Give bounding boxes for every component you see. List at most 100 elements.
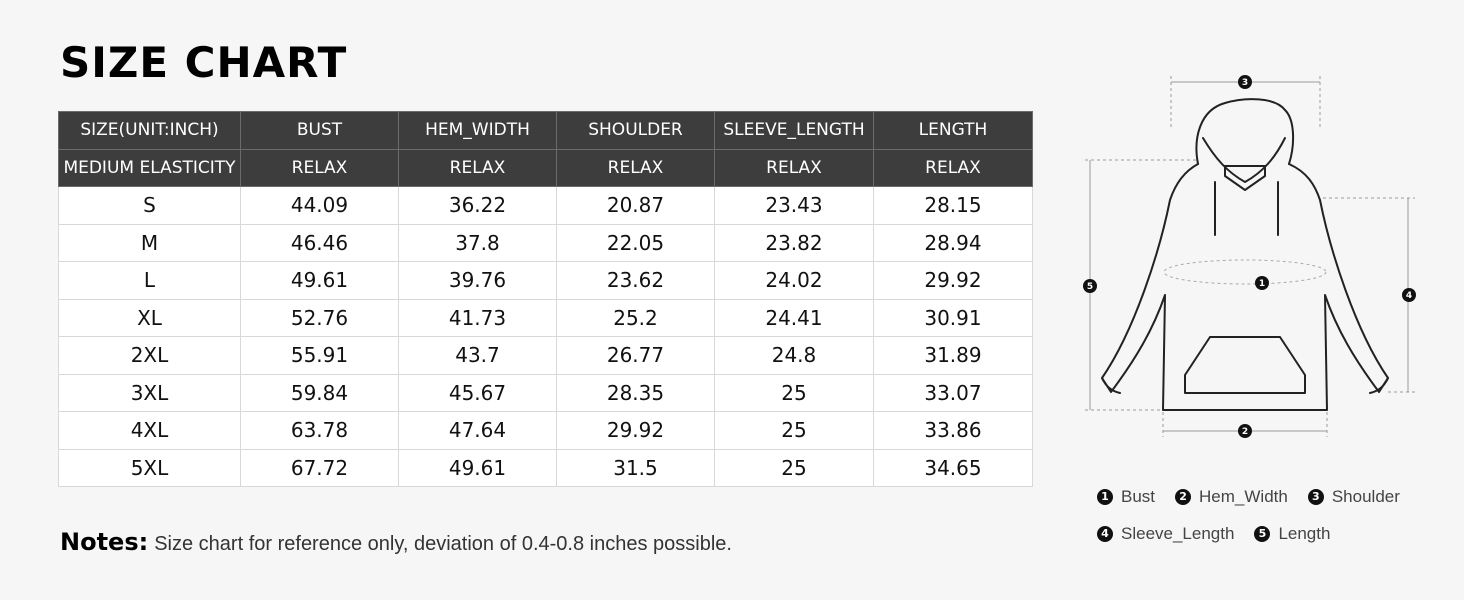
- measurement-cell: 26.77: [556, 336, 715, 375]
- measurement-cell: 39.76: [398, 261, 557, 300]
- size-label-cell: S: [58, 186, 241, 225]
- size-label-cell: M: [58, 223, 241, 262]
- size-chart-table: SIZE(UNIT:INCH) BUST HEM_WIDTH SHOULDER …: [58, 111, 1033, 487]
- marker-length: 5: [1083, 279, 1097, 293]
- marker-sleeve: 4: [1402, 288, 1416, 302]
- header-cell: SHOULDER: [556, 111, 715, 150]
- legend-item: 2 Hem_Width: [1175, 487, 1288, 507]
- measurement-cell: 25: [714, 411, 874, 450]
- notes-text: Size chart for reference only, deviation…: [154, 533, 732, 555]
- measurement-cell: 23.43: [714, 186, 874, 225]
- table-row: 5XL 67.72 49.61 31.5 25 34.65: [58, 448, 1033, 487]
- header-cell: RELAX: [398, 148, 557, 187]
- table-row: 3XL 59.84 45.67 28.35 25 33.07: [58, 373, 1033, 412]
- marker-hem: 2: [1238, 424, 1252, 438]
- header-cell: BUST: [240, 111, 399, 150]
- measurement-cell: 59.84: [240, 373, 399, 412]
- legend-number-badge: 5: [1254, 525, 1271, 542]
- legend-row: 1 Bust 2 Hem_Width 3 Shoulder: [1097, 478, 1437, 515]
- legend-number-badge: 2: [1175, 488, 1192, 505]
- measurement-cell: 49.61: [398, 448, 557, 487]
- measurement-cell: 23.82: [714, 223, 874, 262]
- measurement-cell: 25: [714, 448, 874, 487]
- measurement-cell: 47.64: [398, 411, 557, 450]
- page-title: SIZE CHART: [60, 38, 348, 87]
- legend-label: Length: [1278, 523, 1331, 543]
- svg-text:2: 2: [1242, 427, 1248, 437]
- measurement-cell: 29.92: [873, 261, 1033, 300]
- left-cuff: [1101, 377, 1121, 394]
- diagram-legend: 1 Bust 2 Hem_Width 3 Shoulder 4 Sleeve_Length 5 L…: [1097, 478, 1437, 552]
- measurement-cell: 31.5: [556, 448, 715, 487]
- measurement-cell: 67.72: [240, 448, 399, 487]
- svg-text:1: 1: [1259, 279, 1265, 289]
- measurement-cell: 34.65: [873, 448, 1033, 487]
- measurement-cell: 52.76: [240, 298, 399, 337]
- legend-label: Sleeve_Length: [1121, 523, 1235, 543]
- table-row: M 46.46 37.8 22.05 23.82 28.94: [58, 223, 1033, 262]
- table-row: L 49.61 39.76 23.62 24.02 29.92: [58, 261, 1033, 300]
- size-label-cell: XL: [58, 298, 241, 337]
- measurement-cell: 30.91: [873, 298, 1033, 337]
- measurement-cell: 20.87: [556, 186, 715, 225]
- measurement-cell: 25: [714, 373, 874, 412]
- measurement-cell: 41.73: [398, 298, 557, 337]
- measurement-cell: 33.07: [873, 373, 1033, 412]
- header-cell: RELAX: [714, 148, 874, 187]
- measurement-cell: 46.46: [240, 223, 399, 262]
- header-row-measurements: SIZE(UNIT:INCH) BUST HEM_WIDTH SHOULDER …: [58, 111, 1033, 150]
- measurement-cell: 22.05: [556, 223, 715, 262]
- hood-inner: [1202, 137, 1286, 183]
- measurement-cell: 43.7: [398, 336, 557, 375]
- body-outline: [1101, 163, 1389, 411]
- hood-outline: [1195, 98, 1295, 165]
- size-label-cell: 2XL: [58, 336, 241, 375]
- size-label-cell: 5XL: [58, 448, 241, 487]
- measurement-cell: 28.35: [556, 373, 715, 412]
- legend-label: Shoulder: [1331, 486, 1400, 506]
- notes-label: Notes:: [60, 528, 149, 556]
- header-cell: RELAX: [240, 148, 399, 187]
- header-cell: SIZE(UNIT:INCH): [58, 111, 241, 150]
- header-cell: RELAX: [873, 148, 1033, 187]
- legend-number-badge: 3: [1307, 488, 1324, 505]
- header-cell: MEDIUM ELASTICITY: [58, 148, 241, 187]
- size-label-cell: 3XL: [58, 373, 241, 412]
- size-label-cell: 4XL: [58, 411, 241, 450]
- measurement-cell: 24.41: [714, 298, 874, 337]
- measurement-cell: 36.22: [398, 186, 557, 225]
- legend-label: Hem_Width: [1199, 486, 1288, 506]
- size-label-cell: L: [58, 261, 241, 300]
- svg-text:5: 5: [1087, 282, 1093, 292]
- measurement-cell: 28.94: [873, 223, 1033, 262]
- measurement-cell: 28.15: [873, 186, 1033, 225]
- measurement-cell: 33.86: [873, 411, 1033, 450]
- measurement-cell: 49.61: [240, 261, 399, 300]
- legend-number-badge: 4: [1097, 525, 1113, 542]
- measurement-cell: 45.67: [398, 373, 557, 412]
- measurement-cell: 23.62: [556, 261, 715, 300]
- measurement-cell: 29.92: [556, 411, 715, 450]
- measurement-cell: 63.78: [240, 411, 399, 450]
- measurement-cell: 44.09: [240, 186, 399, 225]
- table-row: S 44.09 36.22 20.87 23.43 28.15: [58, 186, 1033, 225]
- table-row: XL 52.76 41.73 25.2 24.41 30.91: [58, 298, 1033, 337]
- legend-item: 3 Shoulder: [1307, 486, 1400, 507]
- measurement-cell: 37.8: [398, 223, 557, 262]
- bust-measure-line: [1163, 259, 1327, 285]
- marker-bust: 1: [1255, 276, 1269, 290]
- table-row: 4XL 63.78 47.64 29.92 25 33.86: [58, 411, 1033, 450]
- header-cell: SLEEVE_LENGTH: [714, 111, 874, 150]
- header-cell: RELAX: [556, 148, 715, 187]
- header-cell: HEM_WIDTH: [398, 111, 557, 150]
- table-row: 2XL 55.91 43.7 26.77 24.8 31.89: [58, 336, 1033, 375]
- marker-shoulder: 3: [1238, 75, 1252, 89]
- header-cell: LENGTH: [873, 111, 1033, 150]
- measurement-cell: 31.89: [873, 336, 1033, 375]
- svg-text:4: 4: [1406, 291, 1412, 301]
- legend-label: Bust: [1121, 486, 1156, 506]
- legend-item: 1 Bust: [1097, 487, 1155, 507]
- kangaroo-pocket: [1184, 336, 1306, 394]
- legend-item: 4 Sleeve_Length: [1097, 524, 1234, 544]
- legend-item: 5 Length: [1254, 524, 1330, 544]
